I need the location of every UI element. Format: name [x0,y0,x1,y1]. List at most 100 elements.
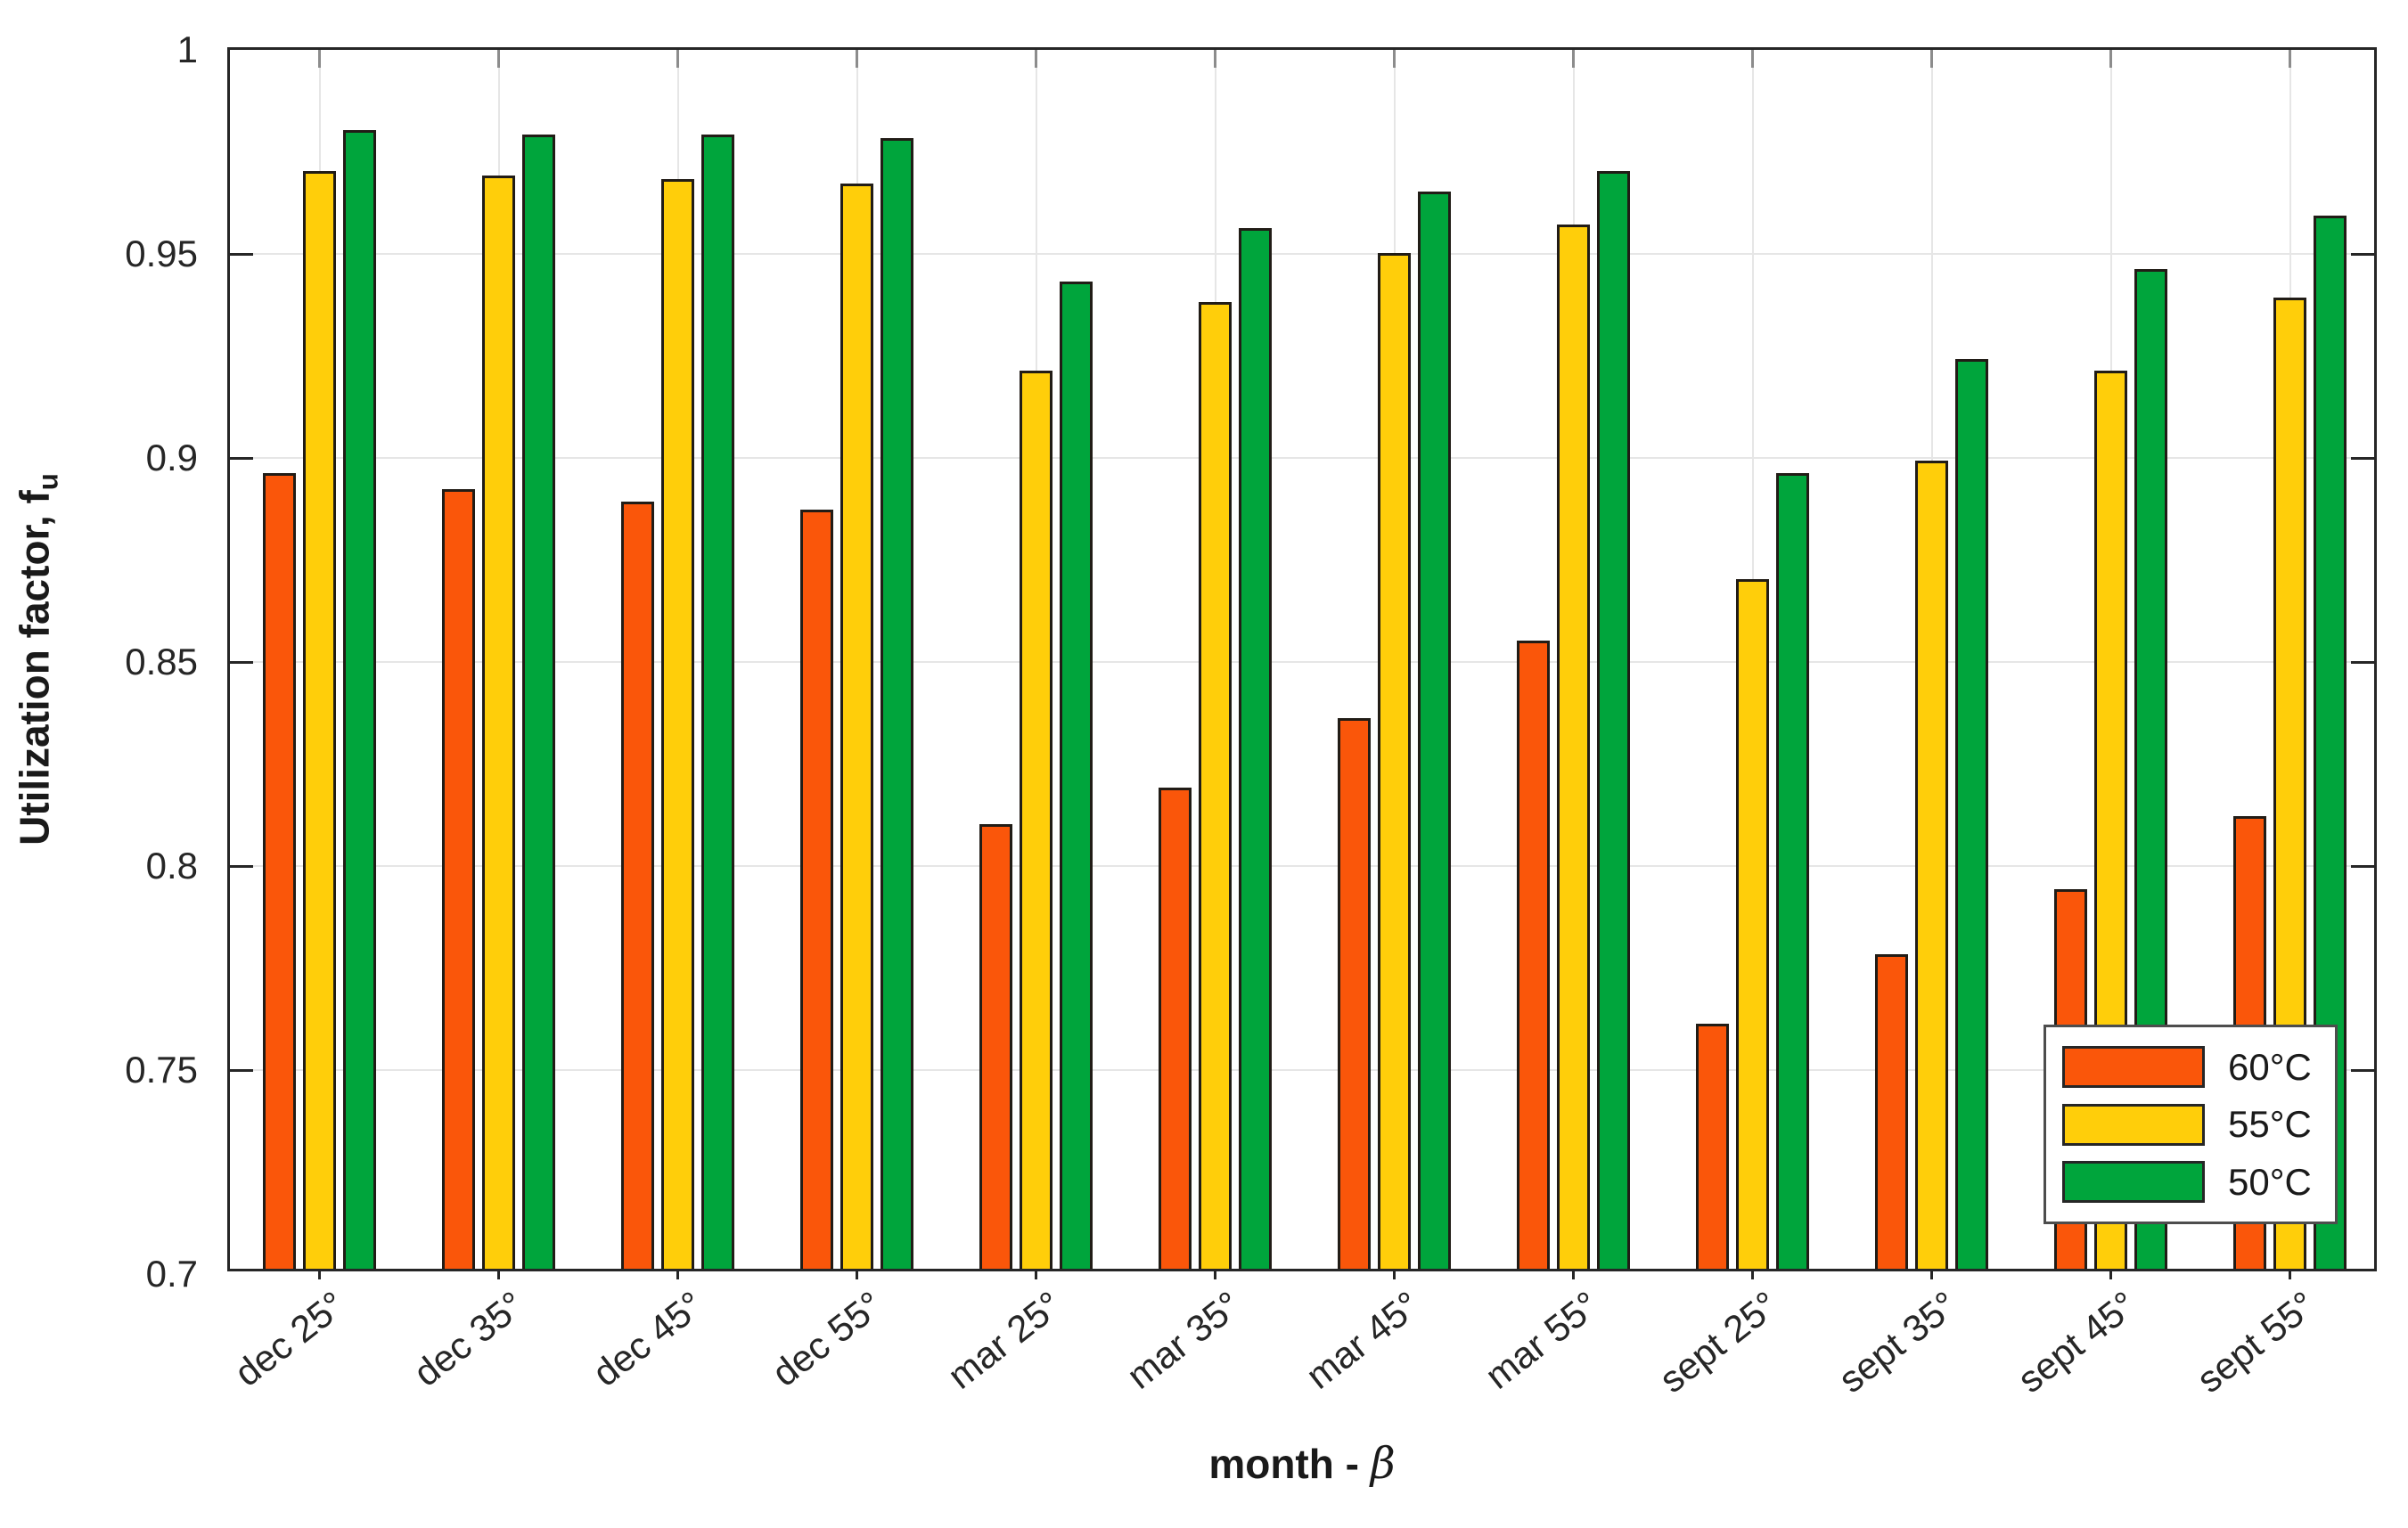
x-tick-top-dec-45 [676,50,679,68]
bar-55-c-dec-55 [840,183,873,1269]
legend-label-50-c: 50°C [2228,1160,2312,1203]
bar-50-c-dec-35 [522,134,555,1269]
x-tick-top-mar-45 [1393,50,1396,68]
x-tick-label-sept-45: sept 45° [2009,1283,2144,1401]
legend: 60°C 55°C 50°C [2044,1025,2338,1224]
x-tick-top-mar-25 [1035,50,1037,68]
bar-60-c-sept-25 [1696,1024,1729,1269]
y-gridline-0.9 [230,457,2374,459]
legend-entry-55-c: 55°C [2046,1103,2335,1146]
bar-50-c-dec-45 [701,134,734,1269]
x-tick-label-sept-35: sept 35° [1830,1283,1965,1401]
bar-60-c-dec-55 [800,510,833,1269]
y-axis-title-text: Utilization factor, f [11,490,58,846]
x-axis-title-beta-symbol: β [1370,1439,1396,1489]
bar-50-c-dec-25 [343,130,376,1269]
x-tick-label-dec-35: dec 35° [405,1283,532,1395]
y-tick-label-0.7: 0.7 [145,1253,198,1295]
x-tick-label-mar-35: mar 35° [1118,1283,1249,1397]
x-tick-bottom-mar-25 [1035,1269,1037,1279]
x-tick-top-sept-45 [2109,50,2112,68]
x-tick-bottom-dec-25 [318,1269,321,1279]
bar-50-c-sept-25 [1776,472,1809,1269]
y-tick-right-0.8 [2351,864,2374,868]
x-tick-top-dec-25 [318,50,321,68]
y-tick-left-0.9 [230,456,253,460]
y-axis-title-subscript: u [32,473,64,491]
x-tick-label-dec-55: dec 55° [763,1283,890,1395]
x-tick-top-dec-55 [856,50,858,68]
y-tick-left-0.75 [230,1068,253,1072]
x-tick-label-mar-55: mar 55° [1477,1283,1607,1397]
y-tick-label-0.9: 0.9 [145,437,198,478]
legend-entry-50-c: 50°C [2046,1161,2335,1204]
y-tick-label-0.75: 0.75 [125,1049,198,1091]
x-tick-bottom-mar-55 [1572,1269,1575,1279]
x-tick-top-sept-25 [1751,50,1754,68]
x-tick-top-dec-35 [497,50,500,68]
legend-label-55-c: 55°C [2228,1103,2312,1145]
x-tick-top-mar-55 [1572,50,1575,68]
x-tick-label-sept-55: sept 55° [2188,1283,2323,1401]
legend-label-60-c: 60°C [2228,1045,2312,1088]
x-tick-top-mar-35 [1214,50,1216,68]
x-tick-label-dec-45: dec 45° [584,1283,711,1395]
x-tick-bottom-sept-45 [2109,1269,2112,1279]
x-axis-title-text: month - [1208,1441,1371,1487]
bar-55-c-sept-25 [1736,578,1769,1269]
bar-60-c-dec-25 [263,472,296,1269]
bar-60-c-mar-45 [1338,717,1371,1269]
x-axis-title: month - β [1208,1439,1395,1489]
legend-swatch-55-c [2062,1103,2205,1146]
bar-55-c-mar-55 [1557,224,1590,1269]
bar-60-c-dec-45 [621,501,654,1269]
x-tick-bottom-dec-35 [497,1269,500,1279]
y-tick-left-0.8 [230,864,253,868]
bar-60-c-sept-35 [1875,954,1908,1269]
y-tick-right-0.85 [2351,660,2374,664]
y-gridline-0.85 [230,661,2374,663]
legend-entry-60-c: 60°C [2046,1046,2335,1089]
x-tick-bottom-mar-45 [1393,1269,1396,1279]
bar-50-c-mar-55 [1597,170,1630,1269]
y-tick-left-0.95 [230,252,253,256]
y-tick-right-0.95 [2351,252,2374,256]
y-axis-title: Utilization factor, fu [10,473,64,846]
bar-60-c-mar-35 [1159,787,1192,1269]
bar-60-c-dec-35 [442,489,475,1269]
x-tick-bottom-sept-55 [2289,1269,2291,1279]
bar-55-c-dec-35 [482,175,515,1269]
x-tick-bottom-sept-35 [1930,1269,1933,1279]
x-tick-top-sept-35 [1930,50,1933,68]
x-tick-top-sept-55 [2289,50,2291,68]
bar-50-c-mar-45 [1418,191,1451,1269]
x-tick-label-sept-25: sept 25° [1650,1283,1786,1401]
y-tick-label-0.85: 0.85 [125,641,198,682]
legend-swatch-60-c [2062,1046,2205,1088]
y-gridline-0.75 [230,1069,2374,1071]
bar-55-c-mar-25 [1020,371,1052,1269]
bar-60-c-mar-55 [1517,640,1550,1269]
y-tick-right-0.75 [2351,1068,2374,1072]
legend-swatch-50-c [2062,1161,2205,1203]
bar-55-c-mar-35 [1199,301,1232,1269]
bar-50-c-sept-35 [1955,358,1988,1269]
bar-55-c-dec-25 [303,170,336,1269]
x-tick-label-dec-25: dec 25° [225,1283,353,1395]
x-tick-label-mar-25: mar 25° [939,1283,1069,1397]
x-tick-bottom-dec-55 [856,1269,858,1279]
bar-60-c-mar-25 [979,823,1012,1269]
y-gridline-0.8 [230,865,2374,867]
bar-50-c-mar-25 [1060,281,1093,1269]
x-tick-bottom-sept-25 [1751,1269,1754,1279]
y-tick-label-0.8: 0.8 [145,845,198,887]
bar-50-c-dec-55 [880,138,913,1269]
y-tick-left-0.85 [230,660,253,664]
y-tick-label-0.95: 0.95 [125,233,198,274]
y-gridline-0.95 [230,253,2374,255]
bar-55-c-sept-35 [1915,461,1948,1269]
x-tick-bottom-dec-45 [676,1269,679,1279]
x-tick-bottom-mar-35 [1214,1269,1216,1279]
x-tick-label-mar-45: mar 45° [1298,1283,1428,1397]
bar-50-c-mar-35 [1239,228,1272,1269]
